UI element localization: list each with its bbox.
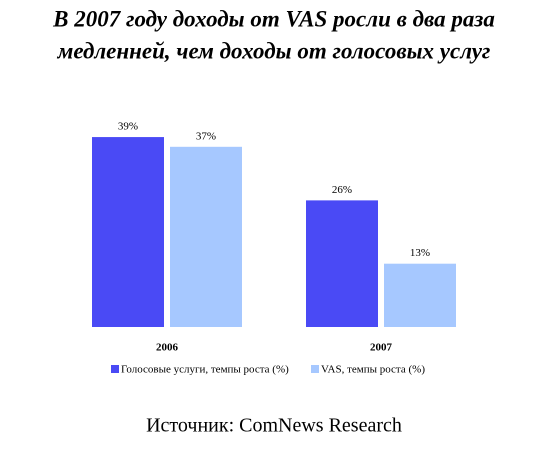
legend-label: Голосовые услуги, темпы роста (%)	[121, 364, 289, 376]
value-label: 26%	[332, 184, 352, 196]
legend-swatch	[311, 365, 319, 373]
value-label: 39%	[118, 121, 138, 133]
value-label: 37%	[196, 130, 216, 142]
chart-title: В 2007 году доходы от VAS росли в два ра…	[52, 6, 495, 31]
bar	[306, 200, 378, 327]
legend-swatch	[111, 365, 119, 373]
source-note: Источник: ComNews Research	[146, 415, 402, 437]
bar	[384, 263, 456, 327]
x-tick-label: 2006	[156, 342, 179, 354]
chart-title: медленней, чем доходы от голосовых услуг	[57, 38, 491, 63]
x-tick-label: 2007	[370, 342, 393, 354]
bar	[92, 137, 164, 327]
legend-label: VAS, темпы роста (%)	[321, 364, 425, 376]
value-label: 13%	[410, 247, 430, 259]
bar	[170, 146, 242, 327]
